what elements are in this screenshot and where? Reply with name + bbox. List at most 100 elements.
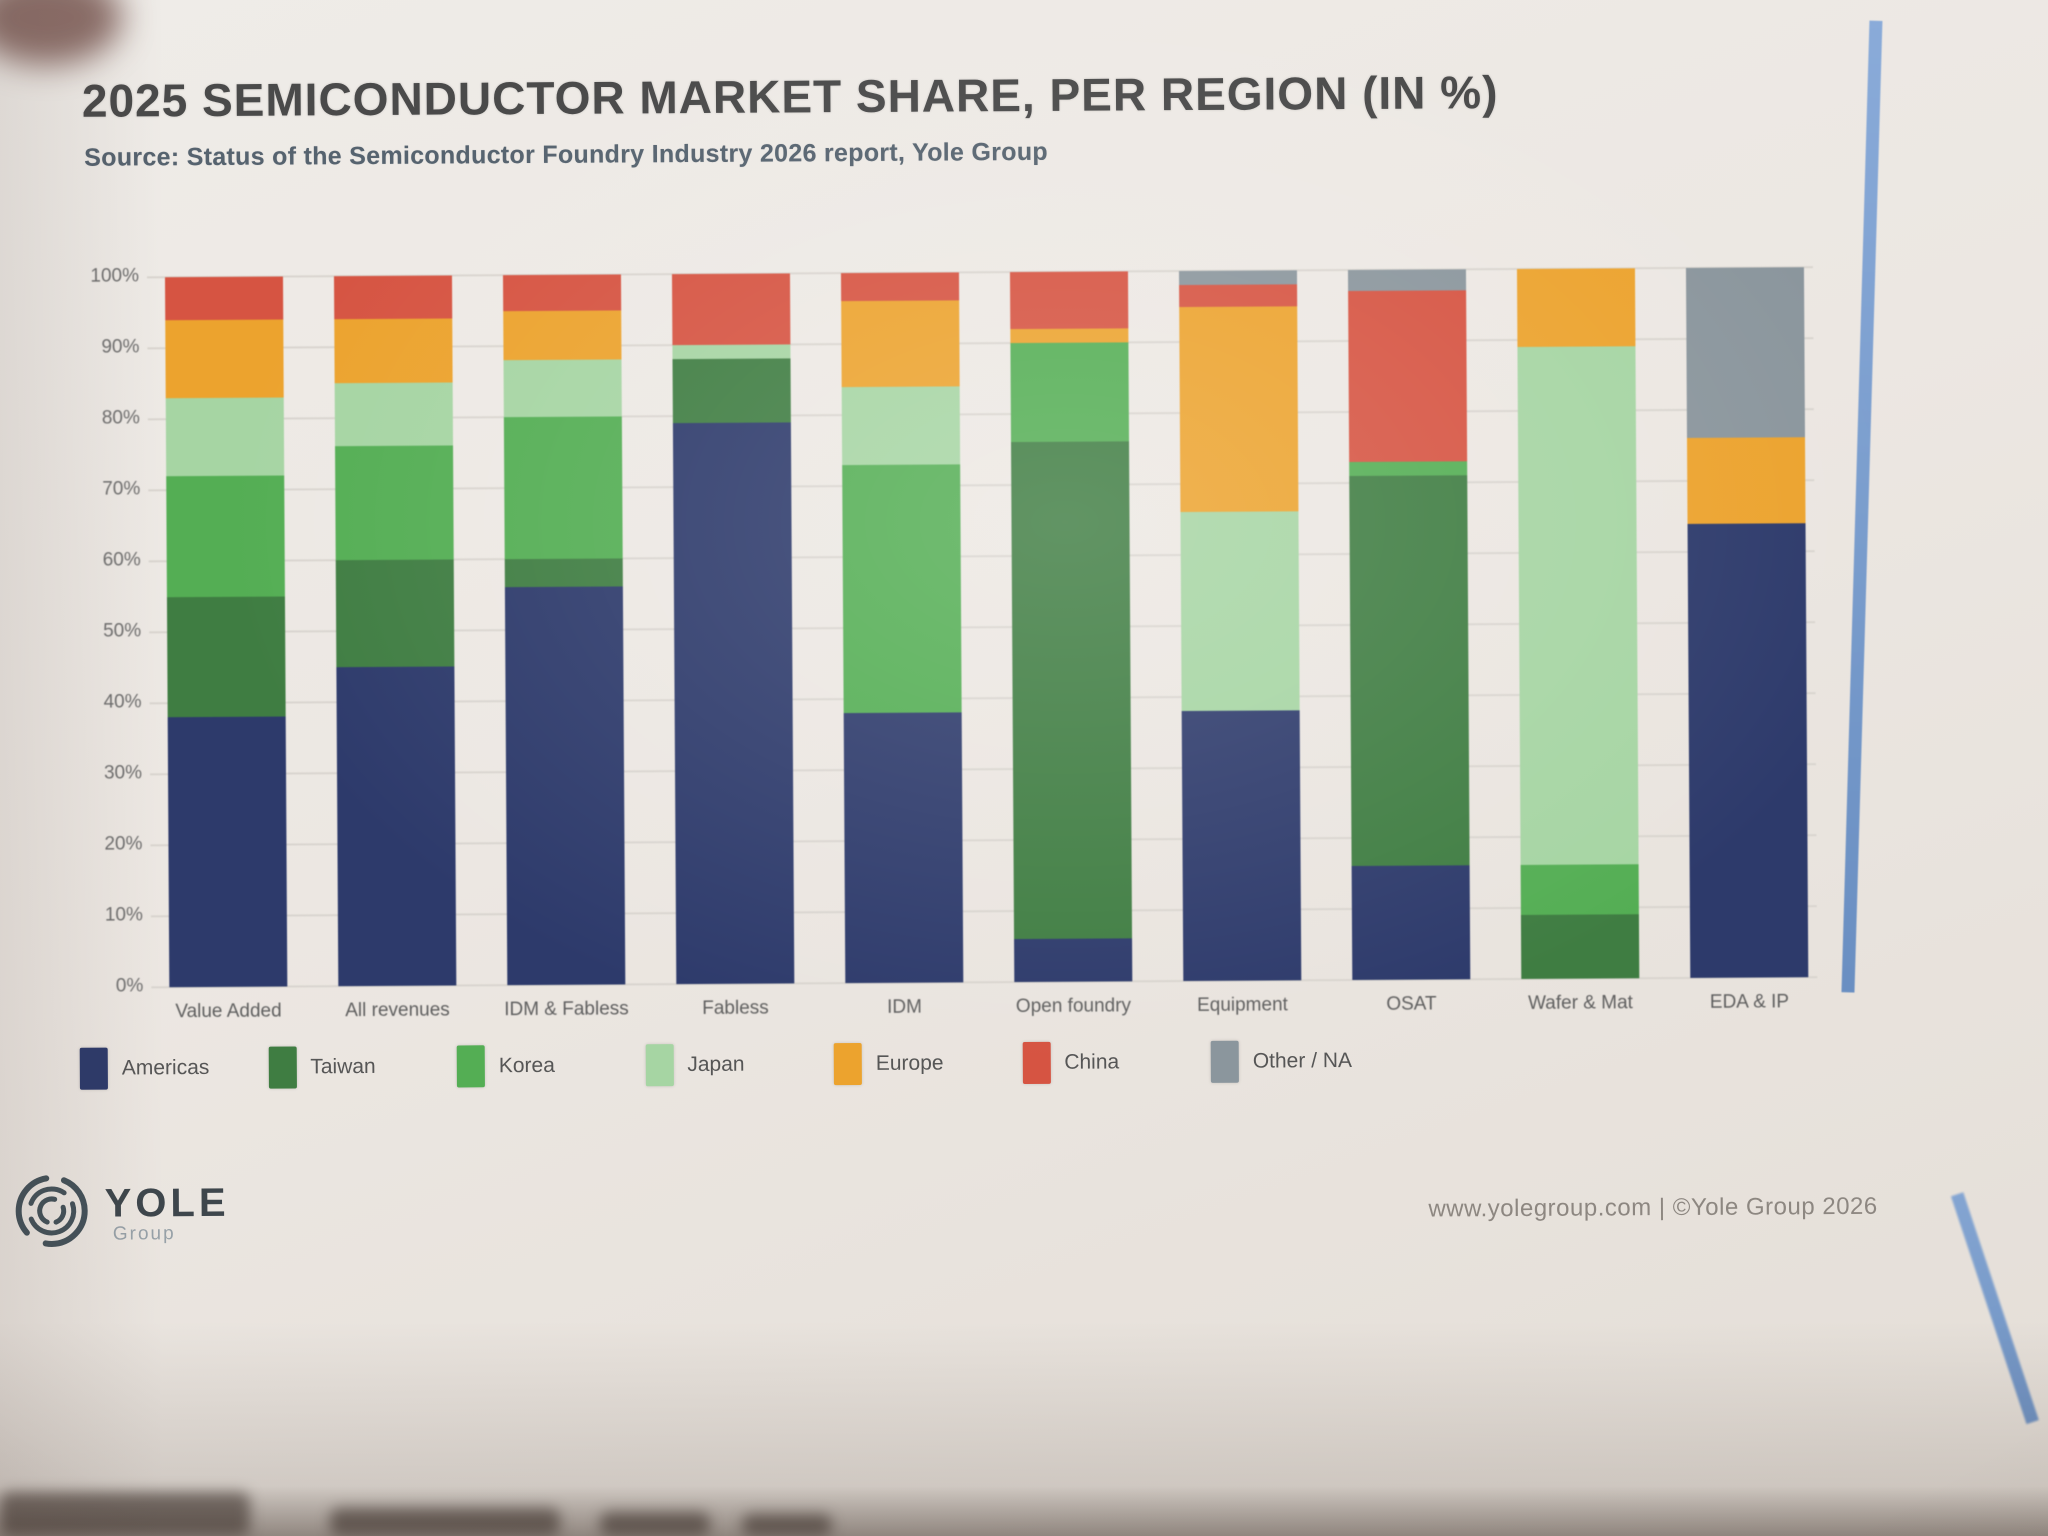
segment-europe [1686,437,1806,524]
segment-europe [1516,268,1636,348]
segment-other-na [1347,269,1467,292]
legend-swatch-japan [645,1044,674,1087]
photo-bottom-edge [0,1486,2048,1536]
footer-credit: www.yolegroup.com | ©Yole Group 2026 [1428,1192,1878,1223]
segment-americas [504,586,626,986]
y-axis-tick-0%: 0% [115,975,144,997]
bar-value-added [164,276,288,988]
segment-taiwan [166,596,286,718]
segment-japan [1517,346,1639,866]
y-axis-tick-10%: 10% [104,904,143,926]
segment-europe [334,318,453,383]
y-axis-tick-40%: 40% [103,691,142,713]
x-axis-label-eda-ip: EDA & IP [1709,991,1790,1013]
y-axis-tick-50%: 50% [103,620,142,642]
bar-idm [840,272,964,984]
x-axis-label-value-added: Value Added [175,1000,282,1023]
y-axis-tick-100%: 100% [90,265,140,287]
segment-taiwan [1520,914,1640,979]
segment-korea [503,416,623,560]
segment-taiwan [1349,475,1470,867]
segment-china [1179,284,1298,307]
segment-taiwan [335,559,455,667]
x-axis-label-wafer-mat: Wafer & Mat [1527,992,1633,1014]
x-axis-label-open-foundry: Open foundry [1015,995,1132,1018]
bar-osat [1347,269,1471,980]
segment-europe [165,319,284,398]
segment-china [840,272,960,302]
legend-label: Taiwan [310,1054,376,1079]
segment-japan [841,385,961,465]
yole-logo-wordmark: YOLE [104,1180,230,1226]
x-axis-label-fabless: Fabless [702,997,769,1019]
x-axis-label-idm: IDM [886,996,922,1018]
yole-logo-subtext: Group [112,1223,176,1245]
bar-equipment [1178,270,1302,982]
legend-label: Japan [687,1052,745,1077]
bar-wafer-mat [1516,268,1640,979]
segment-other-na [1685,267,1805,439]
segment-americas [167,716,288,988]
yole-logo: YOLE Group [12,1172,230,1255]
segment-korea [1010,342,1130,443]
yole-logo-icon [13,1174,91,1254]
segment-china [502,274,622,311]
photo-blur-artifact [0,1492,250,1536]
legend-swatch-korea [456,1045,485,1088]
bar-all-revenues [333,275,457,987]
segment-americas [1687,522,1809,978]
legend-label: Europe [875,1051,944,1075]
legend-swatch-taiwan [268,1046,297,1089]
legend-label: China [1064,1050,1120,1074]
segment-china [671,273,791,346]
segment-europe [1010,328,1129,344]
segment-europe [1179,305,1299,513]
segment-japan [334,381,454,447]
segment-japan [503,359,622,418]
segment-japan [1180,511,1300,712]
segment-taiwan [672,358,791,424]
x-axis-label-equipment: Equipment [1196,994,1288,1016]
segment-americas [1351,865,1471,980]
segment-other-na [1178,270,1298,286]
segment-korea [166,475,285,597]
y-axis-tick-90%: 90% [101,336,140,358]
segment-korea [1349,461,1468,476]
y-axis-tick-60%: 60% [102,549,141,571]
segment-korea [335,445,454,561]
bar-idm-fabless [502,274,626,986]
segment-europe [841,300,960,387]
legend-swatch-americas [79,1047,108,1090]
segment-americas [1014,938,1133,983]
segment-china [1009,271,1129,329]
x-axis-label-all-revenues: All revenues [345,999,450,1022]
legend-swatch-europe [833,1042,862,1086]
segment-taiwan [504,558,623,588]
bar-open-foundry [1009,271,1133,983]
segment-americas [672,422,795,985]
photo-blur-artifact [600,1512,710,1536]
x-axis-label-idm-fabless: IDM & Fabless [504,998,629,1021]
legend-swatch-other-na [1210,1040,1239,1083]
segment-china [1348,290,1468,462]
segment-americas [1181,710,1302,982]
x-axis-label-osat: OSAT [1386,993,1437,1015]
segment-taiwan [1011,441,1133,940]
legend-label: Americas [121,1055,210,1080]
segment-europe [503,309,622,361]
photo-blur-artifact [330,1508,560,1536]
segment-korea [842,464,962,714]
legend-label: Other / NA [1252,1049,1353,1073]
y-axis-tick-30%: 30% [103,762,143,784]
y-axis-tick-20%: 20% [104,833,143,855]
segment-korea [1520,864,1639,916]
segment-china [164,276,284,320]
segment-japan [165,397,285,477]
y-axis-tick-70%: 70% [102,478,141,500]
segment-americas [336,665,457,987]
bar-fabless [671,273,795,985]
segment-americas [843,712,964,984]
y-axis-tick-80%: 80% [101,407,140,429]
